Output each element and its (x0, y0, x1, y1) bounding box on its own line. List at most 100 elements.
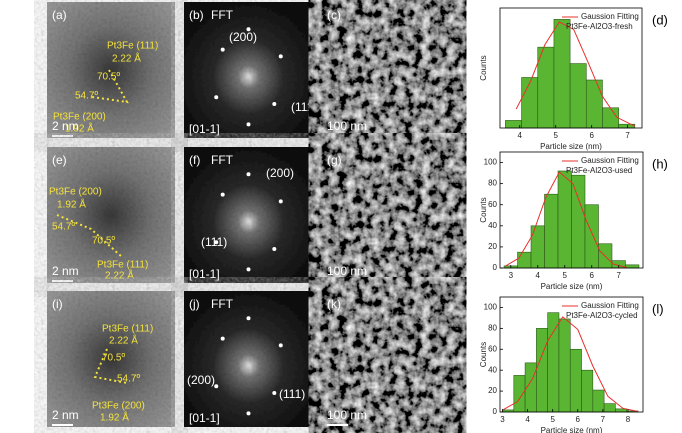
panel-label: (e) (52, 153, 67, 167)
y-tick-label: 60 (488, 200, 497, 209)
panel-label: (i) (52, 297, 63, 311)
annotation: Pt3Fe (200) (49, 187, 102, 198)
bar (625, 264, 640, 269)
fft-image (184, 147, 313, 283)
annotation: Pt3Fe (200) (92, 401, 145, 412)
sample-label: Pt3Fe-Al2O3-used (566, 166, 632, 175)
bar (536, 328, 548, 413)
fft-spot (272, 102, 277, 106)
bar (513, 375, 526, 413)
x-tick-label: 4 (525, 415, 530, 424)
fit-curve (515, 21, 636, 127)
y-tick-label: 80 (488, 179, 497, 188)
plot-frame (499, 7, 643, 129)
stem-image (322, 147, 453, 283)
x-tick-label: 5 (563, 271, 568, 280)
bar (569, 63, 587, 129)
x-tick-label: 8 (626, 415, 631, 424)
bar (505, 120, 522, 129)
annotation: Pt3Fe (111) (107, 41, 158, 52)
lattice-line (93, 348, 128, 384)
panel-title: FFT (211, 153, 234, 167)
fft-image (184, 2, 313, 138)
panel-label: (f) (189, 153, 200, 167)
annotation: (200) (229, 30, 257, 44)
zone-axis: [01-1] (189, 267, 220, 281)
scale-label: 100 nm (327, 119, 367, 133)
fft-spot (246, 27, 251, 32)
x-axis-title: Particle size (nm) (540, 142, 602, 151)
panel-label: (b) (189, 8, 204, 22)
scale-label: 2 nm (52, 408, 79, 422)
x-tick-label: 6 (589, 131, 594, 140)
panel-label: (l) (652, 301, 664, 316)
y-axis-title: Counts (479, 197, 488, 222)
scale-label: 100 nm (327, 264, 367, 278)
panel-label: (g) (327, 153, 342, 167)
annotation: (200) (266, 166, 294, 180)
panel-label: (d) (652, 12, 668, 27)
panel-label: (j) (189, 297, 200, 311)
image-panel: (e) Pt3Fe (200)1.92 Å 54.7º 70.5º Pt3Fe (111… (47, 147, 175, 283)
x-tick-label: 3 (500, 415, 505, 424)
annotation: (111) (279, 387, 305, 401)
fft-spot (246, 411, 251, 416)
image-panel: (j) FFT (200) (111) [01-1] (184, 291, 313, 427)
fft-spot (278, 54, 283, 59)
fft-spot (220, 192, 225, 197)
fft-spot (272, 247, 277, 251)
scale-label: 100 nm (327, 408, 367, 422)
bar (571, 174, 586, 269)
legend-label: Gaussion Fitting (581, 301, 639, 310)
y-tick-label: 60 (488, 344, 497, 353)
lattice-line (91, 69, 129, 104)
fft-spot (220, 47, 225, 52)
annotation: 1.92 Å (57, 198, 86, 211)
y-tick-label: 0 (493, 407, 498, 416)
lattice-line (56, 214, 123, 258)
x-tick-label: 3 (509, 271, 514, 280)
bar (558, 318, 571, 413)
annotation: 54.7º (117, 374, 140, 385)
panel-label: (a) (52, 8, 67, 22)
bar (557, 170, 572, 269)
fft-spot (214, 384, 219, 389)
y-axis-title: Counts (479, 342, 488, 367)
annotation: (200) (187, 373, 215, 387)
y-tick-label: 100 (484, 303, 498, 312)
annotation: 70.5º (92, 236, 115, 247)
bar (517, 251, 532, 269)
image-panel: (a) Pt3Fe (111)2.22 Å 70.5º 54.7º Pt3Fe (200… (47, 2, 175, 138)
annotation: Pt3Fe (200) (53, 112, 106, 123)
image-panel: (i) Pt3Fe (111)2.22 Å 70.5º 54.7º Pt3Fe (200… (47, 291, 175, 427)
annotation: 54.7º (52, 222, 75, 233)
y-tick-label: 20 (488, 242, 497, 251)
x-tick-label: 4 (536, 271, 541, 280)
fft-spot (214, 240, 219, 245)
fft-spot (278, 343, 283, 348)
bar (521, 77, 539, 129)
scale-label: 2 nm (52, 264, 79, 278)
x-axis-title: Particle size (nm) (541, 426, 603, 433)
bar (569, 348, 582, 413)
x-tick-label: 7 (625, 131, 630, 140)
fft-spot (214, 95, 219, 100)
x-tick-label: 5 (553, 131, 558, 140)
fft-image (184, 291, 313, 427)
panel-label: (c) (327, 8, 341, 22)
x-axis-title: Particle size (nm) (541, 282, 603, 291)
sample-label: Pt3Fe-Al2O3-cycled (566, 311, 638, 320)
x-tick-label: 6 (576, 415, 581, 424)
image-panel: (f) FFT (200) (111) [01-1] (184, 147, 313, 283)
stem-image (322, 2, 453, 138)
bar (547, 312, 560, 413)
bar (553, 19, 571, 129)
legend-label: Gaussion Fitting (581, 156, 639, 165)
bar (602, 107, 619, 129)
x-tick-label: 7 (601, 415, 606, 424)
zone-axis: [01-1] (189, 122, 220, 136)
annotation: (111) (201, 235, 227, 249)
x-tick-label: 5 (550, 415, 555, 424)
annotation: 2.22 Å (109, 334, 138, 347)
y-tick-label: 40 (488, 365, 497, 374)
